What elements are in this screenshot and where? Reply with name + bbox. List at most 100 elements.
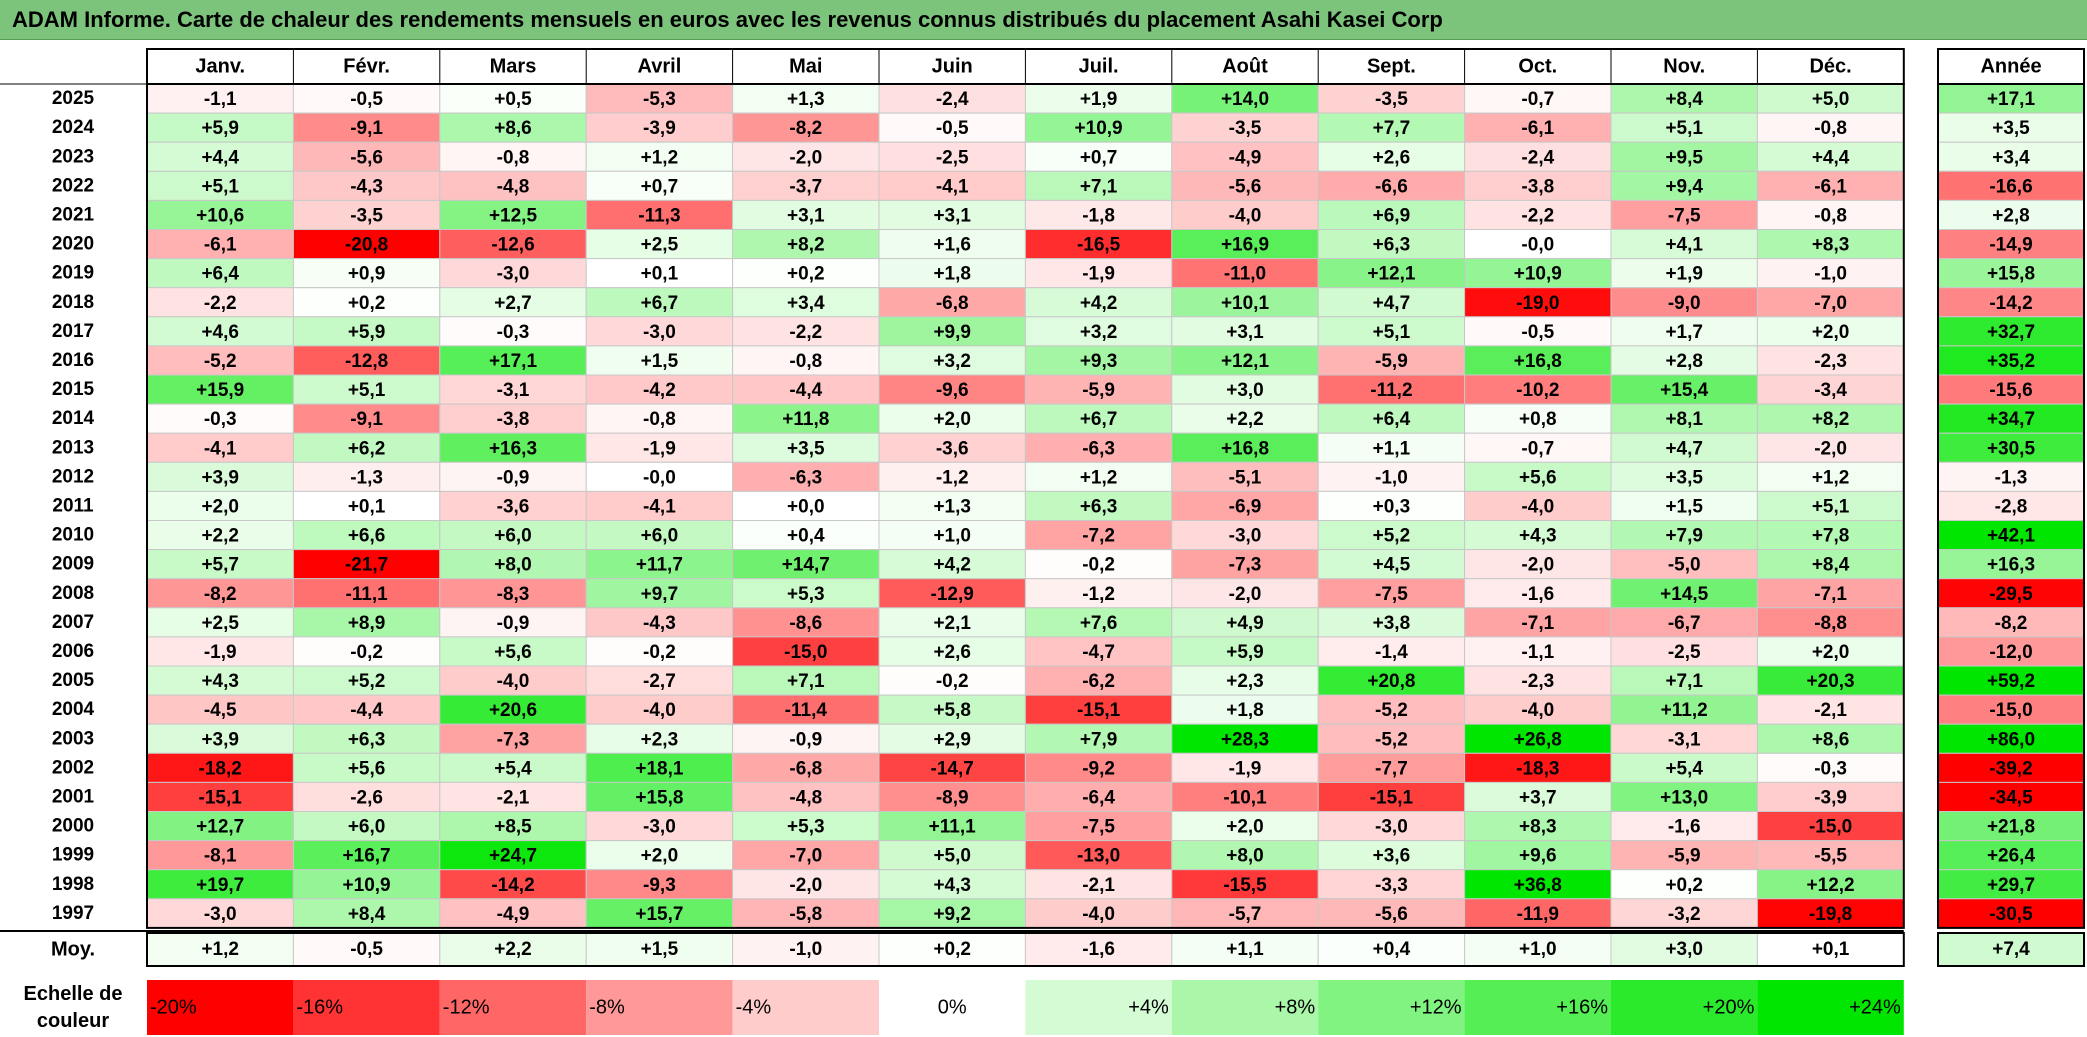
heatmap-cell [439,287,587,318]
annual-value: +17,1 [1987,89,2036,110]
cell-value: -8,3 [497,584,530,605]
heatmap-cell [292,781,441,813]
cell-value: +4,3 [1519,526,1557,547]
cell-value: -1,9 [1082,264,1115,285]
cell-value: +15,8 [635,787,683,808]
cell-value: -0,2 [350,642,383,663]
annual-cell [1937,374,2085,405]
annual-value: +16,3 [1987,555,2035,576]
year-label: 2004 [52,699,95,720]
annual-cell [1937,403,2085,434]
heatmap-cell [439,752,587,783]
heatmap-cell [1464,694,1612,725]
cell-value: -4,5 [204,700,237,721]
cell-value: -1,8 [1082,205,1115,226]
average-value: -0,5 [350,939,383,960]
average-value: +0,2 [933,939,971,960]
cell-value: -4,9 [1229,147,1262,168]
heatmap-cell [1171,229,1319,260]
cell-value: +1,6 [933,235,971,256]
heatmap-cell [146,461,294,492]
heatmap-cell [1610,316,1758,347]
cell-value: -2,0 [1521,555,1554,576]
heatmap-cell [585,170,734,201]
cell-value: +2,0 [1812,322,1850,343]
heatmap-cell [1756,607,1905,638]
heatmap-cell [1610,723,1758,754]
heatmap-cell [1317,752,1466,783]
heatmap-cell [292,83,441,114]
heatmap-cell [1024,607,1173,638]
average-annual-value: +7,4 [1992,939,2030,960]
cell-value: +5,6 [1519,467,1557,488]
scale-label-line2: couleur [37,1010,109,1032]
heatmap-cell [439,490,587,521]
scale-step-label: -12% [443,997,490,1019]
annual-value: +29,7 [1987,875,2035,896]
cell-value: +0,0 [787,496,825,517]
cell-value: +5,3 [787,817,825,838]
cell-value: -0,5 [1521,322,1554,343]
cell-value: -5,6 [1375,904,1408,925]
cell-value: -2,0 [1814,438,1847,459]
heatmap-cell [585,112,734,143]
heatmap-cell [1024,549,1173,580]
cell-value: +2,5 [201,613,239,634]
heatmap-cell [439,170,587,201]
cell-value: -19,0 [1516,293,1559,314]
year-label: 2003 [52,728,94,749]
cell-value: -12,9 [931,584,974,605]
heatmap-cell [1171,141,1319,172]
cell-value: -0,8 [1814,118,1847,139]
cell-value: -2,4 [1521,147,1554,168]
annual-cell [1937,549,2085,580]
month-header: Juil. [1079,56,1119,78]
cell-value: +10,9 [1075,118,1123,139]
heatmap-cell [146,258,294,289]
cell-value: +7,9 [1665,526,1703,547]
cell-value: +0,1 [348,496,386,517]
cell-value: -4,8 [789,787,822,808]
cell-value: +8,1 [1665,409,1703,430]
month-header: Mai [789,56,822,78]
cell-value: -6,1 [204,235,237,256]
heatmap-cell [1464,199,1612,230]
average-cell [1464,932,1612,967]
cell-value: +5,9 [1226,642,1264,663]
cell-value: +7,9 [1080,729,1118,750]
heatmap-cell [1171,199,1319,230]
cell-value: -7,3 [497,729,530,750]
cell-value: +10,9 [343,875,391,896]
heatmap-cell [1610,199,1758,230]
cell-value: +2,6 [1373,147,1411,168]
cell-value: +4,4 [201,147,239,168]
heatmap-cell [1464,723,1612,754]
cell-value: -3,3 [1375,875,1408,896]
cell-value: -8,1 [204,846,237,867]
cell-value: +0,4 [787,526,825,547]
heatmap-cell [146,112,294,143]
annual-value: +3,5 [1992,118,2030,139]
cell-value: +5,1 [1812,496,1850,517]
cell-value: +8,3 [1812,235,1850,256]
cell-value: +4,2 [933,555,971,576]
heatmap-cell [292,461,441,492]
year-label: 2019 [52,263,94,284]
cell-value: -1,6 [1668,817,1701,838]
cell-value: +9,2 [933,904,971,925]
heatmap-cell [439,403,587,434]
annual-cell [1937,287,2085,318]
cell-value: +5,4 [1665,758,1703,779]
heatmap-cell [878,287,1026,318]
cell-value: -0,0 [643,467,676,488]
cell-value: +6,0 [494,526,532,547]
cell-value: -4,0 [1229,205,1262,226]
year-label: 2007 [52,612,94,633]
cell-value: -2,5 [936,147,969,168]
cell-value: +0,9 [348,264,386,285]
heatmap-cell [1756,636,1905,667]
heatmap-cell [1464,141,1612,172]
heatmap-cell [1024,141,1173,172]
cell-value: +8,5 [494,817,532,838]
average-value: +1,1 [1226,939,1264,960]
